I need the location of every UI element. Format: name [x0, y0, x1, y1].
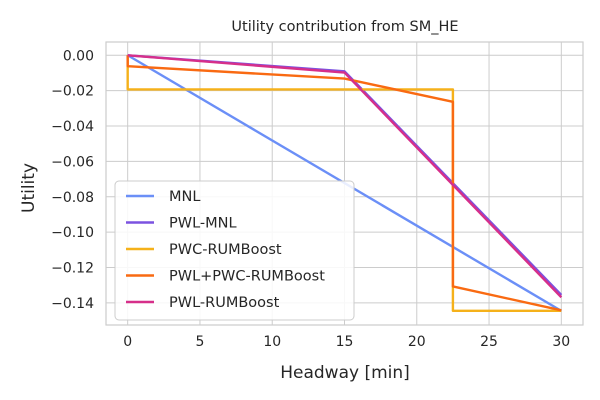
legend-label-pwl-mnl: PWL-MNL: [169, 216, 237, 232]
y-tick-label: −0.10: [51, 225, 94, 241]
legend-frame: [114, 180, 355, 321]
y-tick-labels: 0.00 −0.02 −0.04 −0.06 −0.08 −0.10 −0.12 −0.14: [51, 48, 94, 312]
y-tick-label: −0.06: [51, 154, 94, 170]
x-tick-label: 10: [263, 334, 281, 350]
legend-label-mnl: MNL: [169, 189, 200, 205]
legend-label-pwl-rumboost: PWL-RUMBoost: [169, 295, 280, 311]
x-tick-label: 5: [195, 334, 204, 350]
series-lines: [126, 54, 563, 313]
x-tick-label: 25: [480, 334, 498, 350]
y-tick-label: −0.08: [51, 190, 94, 206]
y-axis-label: Utility: [19, 163, 39, 213]
chart-title: Utility contribution from SM_HE: [231, 19, 458, 35]
y-tick-label: −0.14: [51, 296, 94, 312]
x-tick-label: 15: [336, 334, 354, 350]
series-line-pwl-pwc-rumboost: [126, 55, 562, 312]
y-tick-label: 0.00: [63, 48, 94, 64]
legend: MNL PWL-MNL PWC-RUMBoost PWL+PWC-RUMBoost PW…: [114, 180, 355, 321]
x-axis-label: Headway [min]: [280, 363, 410, 383]
x-tick-label: 0: [123, 334, 132, 350]
legend-label-pwl-pwc-rumboost: PWL+PWC-RUMBoost: [169, 269, 325, 285]
x-tick-label: 20: [408, 334, 426, 350]
y-tick-label: −0.02: [51, 84, 94, 100]
series-line-pwl-rumboost: [127, 54, 563, 299]
legend-label-pwc-rumboost: PWC-RUMBoost: [169, 242, 282, 258]
plot-frame: [105, 41, 584, 326]
y-tick-label: −0.04: [51, 119, 94, 135]
x-tick-label: 30: [552, 334, 570, 350]
series-line-pwc-rumboost: [126, 55, 562, 313]
y-tick-label: −0.12: [51, 261, 94, 277]
x-tick-labels: 0 5 10 15 20 25 30: [123, 334, 570, 350]
